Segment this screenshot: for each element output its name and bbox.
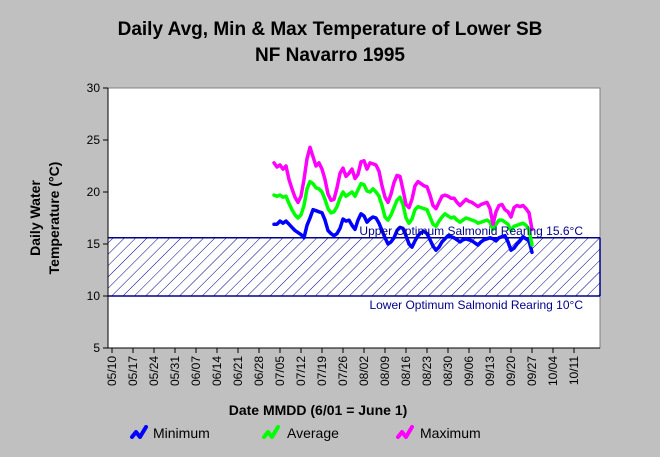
x-tick-label: 05/17 <box>126 356 140 386</box>
y-axis-title-line2: Temperature (°C) <box>46 162 62 275</box>
legend-swatch-average <box>262 425 280 439</box>
y-tick-label: 5 <box>93 341 100 355</box>
x-tick-label: 07/26 <box>336 356 350 386</box>
y-tick-label: 15 <box>87 237 101 251</box>
x-tick-label: 06/14 <box>210 356 224 386</box>
legend-label-maximum: Maximum <box>420 425 481 441</box>
band-hatch <box>108 237 600 296</box>
y-axis-title: Daily Water Temperature (°C) <box>27 162 62 275</box>
x-tick-label: 05/24 <box>147 356 161 386</box>
legend-label-average: Average <box>287 425 339 441</box>
x-tick-label: 09/20 <box>504 356 518 386</box>
x-tick-label: 08/09 <box>378 356 392 386</box>
y-tick-label: 20 <box>87 185 101 199</box>
legend-swatch-maximum <box>396 425 414 439</box>
series-line-minimum <box>272 207 534 255</box>
x-tick-label: 09/13 <box>483 356 497 386</box>
series-line-average <box>272 179 534 247</box>
x-axis-ticks: 05/10 05/17 05/24 05/31 06/07 06/14 06/21 06/28… <box>105 348 581 386</box>
x-tick-label: 06/21 <box>231 356 245 386</box>
y-axis-title-line1: Daily Water <box>27 180 43 256</box>
band-lower-label: Lower Optimum Salmonid Rearing 10°C <box>369 298 583 312</box>
legend-item-maximum[interactable]: Maximum <box>396 425 481 441</box>
x-tick-label: 07/19 <box>315 356 329 386</box>
y-tick-label: 30 <box>87 81 101 95</box>
x-axis-title: Date MMDD (6/01 = June 1) <box>229 402 408 418</box>
x-tick-label: 05/10 <box>105 356 119 386</box>
plot-area <box>107 87 601 349</box>
x-tick-label: 07/12 <box>294 356 308 386</box>
x-tick-label: 08/02 <box>357 356 371 386</box>
y-tick-label: 10 <box>87 289 101 303</box>
x-tick-label: 06/07 <box>189 356 203 386</box>
x-tick-label: 09/06 <box>462 356 476 386</box>
x-tick-label: 07/05 <box>273 356 287 386</box>
y-axis-ticks: 5 10 15 20 25 30 <box>87 81 108 355</box>
legend-label-minimum: Minimum <box>153 425 210 441</box>
x-tick-label: 08/30 <box>441 356 455 386</box>
optimum-band <box>108 237 601 297</box>
series-group <box>272 145 534 255</box>
x-tick-label: 10/04 <box>546 356 560 386</box>
x-tick-label: 08/23 <box>420 356 434 386</box>
x-tick-label: 05/31 <box>168 356 182 386</box>
x-tick-label: 09/27 <box>525 356 539 386</box>
x-tick-label: 10/11 <box>567 356 581 385</box>
legend-item-minimum[interactable]: Minimum <box>130 425 210 441</box>
legend-swatch-minimum <box>130 425 148 439</box>
band-upper-label: Upper Optimum Salmonid Rearing 15.6°C <box>359 224 583 238</box>
series-line-maximum <box>272 145 534 232</box>
chart-title-line2: NF Navarro 1995 <box>255 45 405 66</box>
x-tick-label: 08/16 <box>399 356 413 386</box>
y-tick-label: 25 <box>87 133 101 147</box>
legend: Minimum Average Maximum <box>130 425 481 441</box>
chart-title-line1: Daily Avg, Min & Max Temperature of Lowe… <box>118 19 543 40</box>
x-tick-label: 06/28 <box>252 356 266 386</box>
legend-item-average[interactable]: Average <box>262 425 339 441</box>
